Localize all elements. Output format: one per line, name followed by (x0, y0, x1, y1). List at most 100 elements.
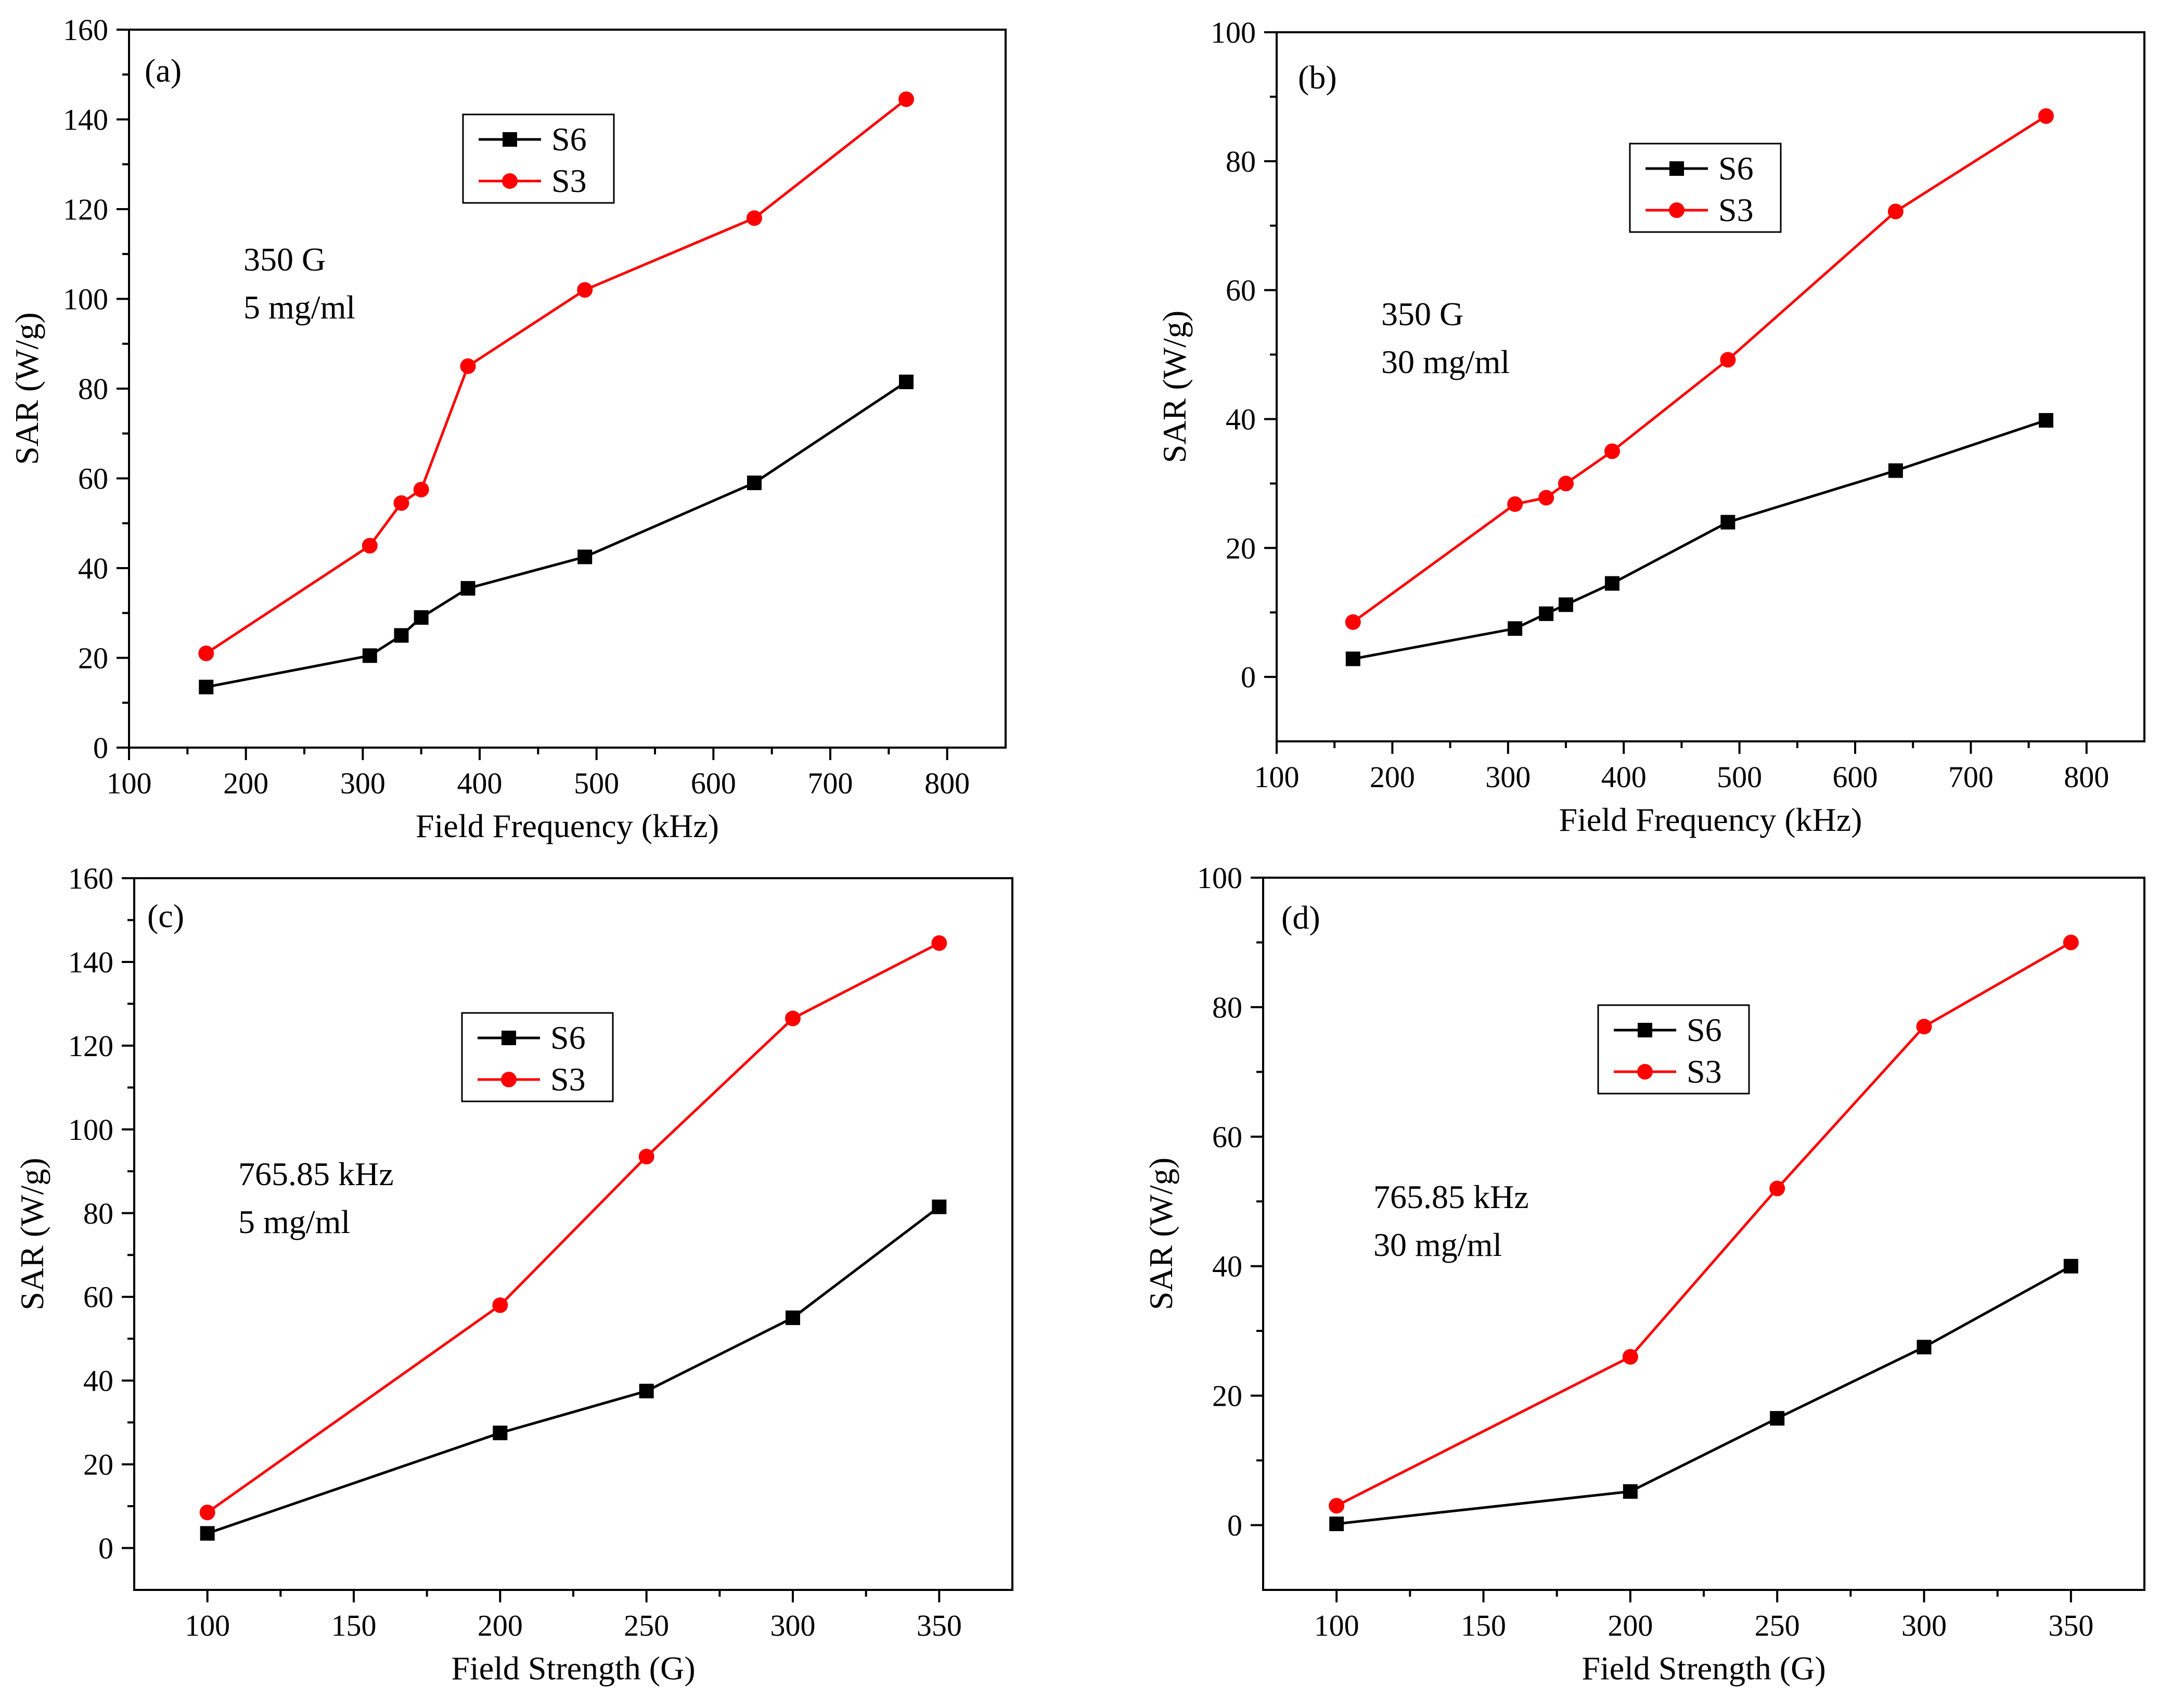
data-point (199, 1505, 215, 1521)
data-point (1769, 1180, 1785, 1197)
legend-label: S3 (1718, 191, 1754, 228)
y-tick-label: 20 (1212, 1379, 1242, 1413)
x-axis-title: Field Strength (G) (451, 1650, 695, 1687)
chart-panel-4: 100 150 200 250 300 350 0 20 40 60 80 100 Field Stre… (1142, 861, 2145, 1687)
data-point (2063, 1258, 2078, 1274)
y-tick-label: 80 (1226, 145, 1256, 178)
x-tick-label: 200 (1370, 760, 1415, 794)
y-tick-label: 120 (68, 1029, 113, 1063)
y-axis-title: SAR (W/g) (1142, 1158, 1179, 1310)
annotation-text: 5 mg/ml (243, 289, 355, 326)
data-point (413, 482, 429, 498)
y-tick-label: 40 (1212, 1250, 1242, 1283)
x-tick-label: 250 (1755, 1609, 1800, 1642)
series-S6 (200, 1199, 947, 1541)
series-S3 (198, 91, 915, 661)
y-axis-title: SAR (W/g) (1156, 311, 1193, 463)
legend-label: S3 (551, 162, 587, 199)
annotation-text: 765.85 kHz (1373, 1178, 1529, 1215)
data-point (1604, 443, 1620, 459)
legend-label: S6 (551, 121, 587, 158)
series-S6 (199, 375, 914, 695)
data-point (639, 1383, 654, 1398)
y-tick-label: 140 (63, 103, 108, 137)
y-tick-label: 0 (1227, 1509, 1242, 1543)
panel-label: (c) (147, 897, 184, 934)
data-point (1329, 1498, 1345, 1514)
legend-label: S6 (1687, 1011, 1722, 1048)
data-point (931, 935, 947, 951)
y-tick-label: 100 (63, 282, 108, 316)
y-tick-label: 60 (78, 462, 108, 496)
chart-panel-3: 100 150 200 250 300 350 0 20 40 60 80 100 120 140 160 F… (14, 862, 1013, 1687)
panel-label: (a) (145, 52, 182, 89)
x-tick-label: 400 (1601, 760, 1647, 794)
data-point (1559, 597, 1573, 612)
x-tick-label: 300 (770, 1609, 816, 1642)
data-point (1916, 1019, 1932, 1035)
legend-marker (1669, 161, 1684, 176)
data-point (200, 1526, 215, 1541)
x-tick-label: 150 (331, 1609, 377, 1642)
legend-marker (502, 1031, 516, 1045)
data-point (638, 1149, 654, 1165)
x-tick-label: 700 (808, 766, 853, 800)
series-line (205, 98, 907, 654)
data-point (362, 537, 378, 554)
series-line (207, 1205, 940, 1535)
data-point (1345, 651, 1360, 666)
data-point (1345, 614, 1361, 630)
y-tick-label: 100 (1211, 16, 1256, 49)
y-tick-label: 60 (83, 1280, 113, 1314)
data-point (1604, 576, 1619, 591)
annotation-text: 350 G (1381, 296, 1463, 332)
x-tick-label: 800 (2064, 760, 2109, 794)
legend-box (1629, 143, 1782, 233)
x-tick-label: 350 (2048, 1609, 2093, 1642)
data-point (1887, 203, 1904, 220)
panel-label: (d) (1281, 899, 1320, 936)
y-tick-label: 0 (93, 731, 108, 765)
series-line (205, 380, 907, 689)
data-point (1720, 352, 1736, 368)
x-tick-label: 200 (223, 766, 268, 800)
data-point (577, 549, 593, 564)
x-tick-label: 500 (1717, 760, 1762, 794)
series-S3 (1329, 934, 2079, 1514)
y-tick-label: 0 (98, 1532, 113, 1565)
x-tick-label: 500 (574, 766, 619, 800)
y-axis-title: SAR (W/g) (8, 312, 45, 465)
legend-label: S3 (550, 1061, 586, 1098)
data-point (198, 645, 214, 661)
x-axis-title: Field Frequency (kHz) (1559, 801, 1862, 838)
chart-panel-2: 100 200 300 400 500 600 700 800 0 20 40 60 80 100 Fiel… (1156, 16, 2145, 838)
x-tick-label: 700 (1948, 760, 1994, 794)
legend-marker (502, 173, 518, 189)
data-point (1720, 515, 1735, 530)
x-tick-label: 100 (1314, 1609, 1359, 1642)
series-S3 (1345, 108, 2054, 630)
plot-frame (1276, 31, 2145, 742)
data-point (1770, 1411, 1785, 1426)
x-tick-label: 600 (1833, 760, 1878, 794)
y-tick-label: 40 (83, 1364, 113, 1398)
series-S6 (1329, 1258, 2078, 1532)
y-tick-label: 0 (1241, 660, 1256, 694)
data-point (460, 358, 476, 374)
annotation-text: 350 G (243, 241, 326, 278)
x-tick-label: 600 (691, 766, 736, 800)
y-tick-label: 20 (1226, 531, 1256, 565)
data-point (1558, 476, 1574, 492)
y-tick-label: 100 (68, 1113, 113, 1147)
x-tick-label: 200 (478, 1609, 523, 1642)
data-point (362, 648, 377, 663)
y-tick-label: 60 (1226, 274, 1256, 307)
legend-box (461, 1012, 614, 1102)
x-tick-label: 250 (624, 1609, 669, 1642)
series-S3 (199, 935, 947, 1521)
x-tick-label: 350 (917, 1609, 962, 1642)
panel-label: (b) (1298, 59, 1337, 96)
